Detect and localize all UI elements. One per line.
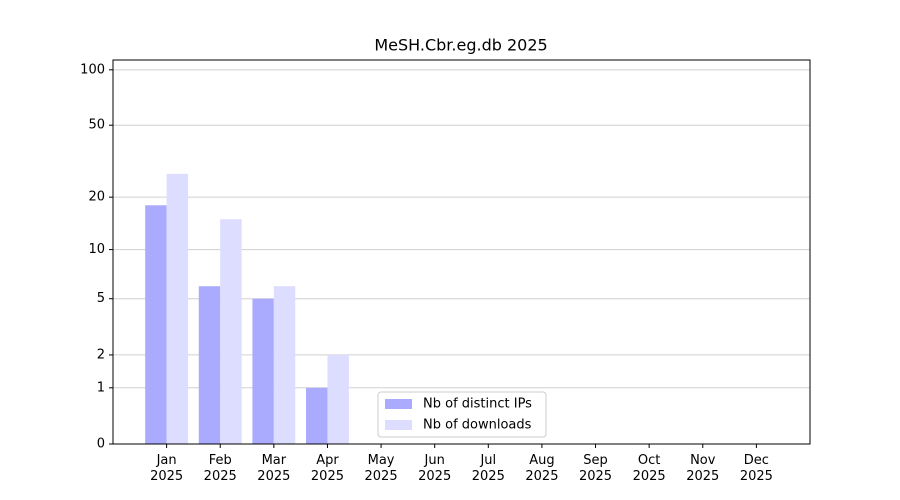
- y-tick-label: 2: [97, 347, 105, 362]
- y-tick-label: 0: [97, 437, 105, 452]
- x-tick-label: Mar 2025: [257, 453, 291, 484]
- legend-box: [377, 391, 547, 438]
- legend-swatch: [385, 420, 412, 430]
- y-tick-label: 50: [88, 118, 105, 133]
- bar: [252, 298, 274, 444]
- x-tick-label: Jul 2025: [471, 453, 505, 484]
- bar: [273, 286, 296, 444]
- x-tick-label: Aug 2025: [525, 453, 559, 484]
- bar: [220, 219, 242, 444]
- chart-title: MeSH.Cbr.eg.db 2025: [374, 36, 547, 55]
- y-tick-label: 1: [97, 380, 105, 395]
- x-tick-label: Jan 2025: [150, 453, 184, 484]
- bar: [166, 173, 189, 444]
- x-tick-label: Jun 2025: [418, 453, 452, 484]
- legend-swatch: [385, 399, 412, 409]
- plot-frame: [112, 59, 811, 445]
- legend-label: Nb of downloads: [423, 418, 532, 433]
- bar: [306, 387, 328, 444]
- bar: [198, 286, 221, 444]
- bar: [145, 205, 167, 444]
- bar: [327, 354, 349, 444]
- x-tick-label: May 2025: [364, 453, 398, 484]
- y-tick-label: 10: [88, 242, 105, 257]
- x-tick-label: Apr 2025: [310, 453, 344, 484]
- x-tick-label: Feb 2025: [203, 453, 237, 484]
- legend-label: Nb of distinct IPs: [423, 397, 532, 412]
- y-tick-label: 5: [97, 291, 105, 306]
- x-tick-label: Sep 2025: [578, 453, 613, 484]
- x-tick-label: Dec 2025: [739, 453, 773, 484]
- x-tick-label: Oct 2025: [632, 453, 666, 484]
- x-tick-label: Nov 2025: [686, 453, 720, 484]
- y-tick-label: 100: [80, 62, 105, 77]
- y-tick-label: 20: [88, 190, 105, 205]
